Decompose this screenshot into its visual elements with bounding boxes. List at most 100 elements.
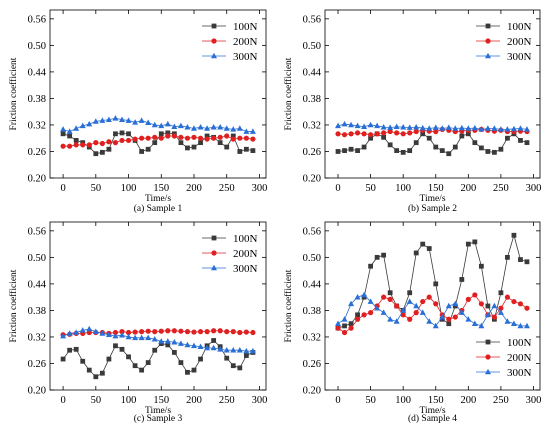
data-point [524, 259, 530, 265]
data-point [243, 135, 249, 141]
y-axis-label: Friction coefficient [283, 269, 294, 342]
legend-label: 100N [507, 337, 532, 349]
data-point [426, 125, 433, 131]
data-point [523, 322, 530, 329]
data-point [158, 338, 165, 344]
data-point [381, 130, 387, 136]
data-point [471, 124, 478, 131]
data-point [132, 119, 139, 125]
data-point [341, 316, 348, 322]
data-point [224, 355, 230, 361]
data-point [106, 356, 112, 362]
data-point [420, 131, 426, 137]
data-point [197, 135, 204, 141]
y-tick-label: 0.50 [303, 41, 321, 52]
y-tick-label: 0.38 [303, 94, 321, 105]
data-point [230, 136, 236, 142]
y-tick-label: 0.20 [28, 386, 46, 397]
data-point [60, 131, 66, 137]
y-tick-label: 0.56 [303, 226, 321, 237]
data-point [126, 354, 131, 360]
data-point [171, 328, 177, 334]
legend-label: 100N [233, 233, 258, 245]
data-point [478, 322, 485, 329]
data-point [105, 331, 112, 338]
data-point [204, 133, 210, 139]
data-point [93, 374, 99, 380]
data-point [524, 140, 530, 146]
x-tick-label: 200 [186, 395, 202, 406]
data-point [198, 356, 203, 362]
data-point [80, 142, 86, 148]
data-point [452, 314, 458, 320]
data-point [191, 329, 197, 335]
data-point [433, 128, 439, 135]
y-tick-label: 0.20 [28, 174, 46, 185]
legend-label: 300N [507, 51, 532, 63]
data-point [237, 149, 243, 154]
data-point [99, 140, 105, 147]
data-point [105, 116, 112, 122]
y-tick-label: 0.56 [28, 226, 46, 237]
data-point [152, 329, 158, 335]
data-point [112, 140, 119, 146]
data-point [249, 347, 256, 354]
data-point [368, 132, 374, 138]
data-point [335, 131, 341, 137]
data-point [210, 344, 217, 351]
series-300N [335, 291, 530, 329]
series-200N [60, 133, 256, 149]
data-point [491, 125, 498, 131]
data-point [145, 146, 151, 152]
data-point [152, 140, 158, 146]
data-point [217, 140, 223, 146]
data-point [381, 134, 387, 140]
data-point [152, 134, 158, 140]
data-point [158, 328, 164, 334]
data-point [152, 347, 158, 353]
data-point [119, 346, 125, 352]
data-point [354, 293, 361, 300]
series-300N [60, 325, 256, 354]
series-200N [60, 328, 256, 338]
data-point [237, 365, 243, 371]
x-tick-label: 300 [252, 183, 268, 194]
data-point [92, 118, 99, 124]
data-point [243, 128, 250, 134]
data-point [478, 145, 484, 151]
data-point [342, 323, 347, 329]
legend-marker [211, 23, 217, 29]
data-point [243, 329, 249, 335]
legend-marker [211, 264, 217, 271]
data-point [354, 130, 361, 136]
data-point [237, 329, 243, 336]
data-point [171, 123, 178, 130]
data-point [387, 290, 393, 296]
data-point [393, 123, 400, 130]
data-point [138, 117, 145, 123]
data-point [380, 123, 387, 130]
legend: 100N 200N 300N [202, 233, 258, 275]
data-point [497, 126, 504, 132]
data-point [184, 123, 191, 130]
data-point [413, 250, 419, 256]
data-point [511, 298, 517, 305]
legend-marker [211, 38, 217, 44]
y-tick-label: 0.38 [303, 306, 321, 317]
data-point [112, 332, 119, 339]
data-point [198, 140, 203, 146]
data-point [413, 123, 420, 130]
data-point [197, 123, 204, 130]
data-point [517, 125, 524, 131]
data-point [67, 347, 73, 353]
data-point [446, 321, 452, 327]
x-tick-label: 100 [395, 183, 411, 194]
data-point [217, 134, 223, 140]
x-tick-label: 100 [121, 395, 137, 406]
series-200N [335, 292, 530, 336]
data-point [413, 310, 419, 316]
data-point [177, 340, 184, 346]
x-axis-label: Time/s [145, 194, 171, 204]
data-point [387, 316, 394, 322]
data-point [348, 131, 354, 137]
